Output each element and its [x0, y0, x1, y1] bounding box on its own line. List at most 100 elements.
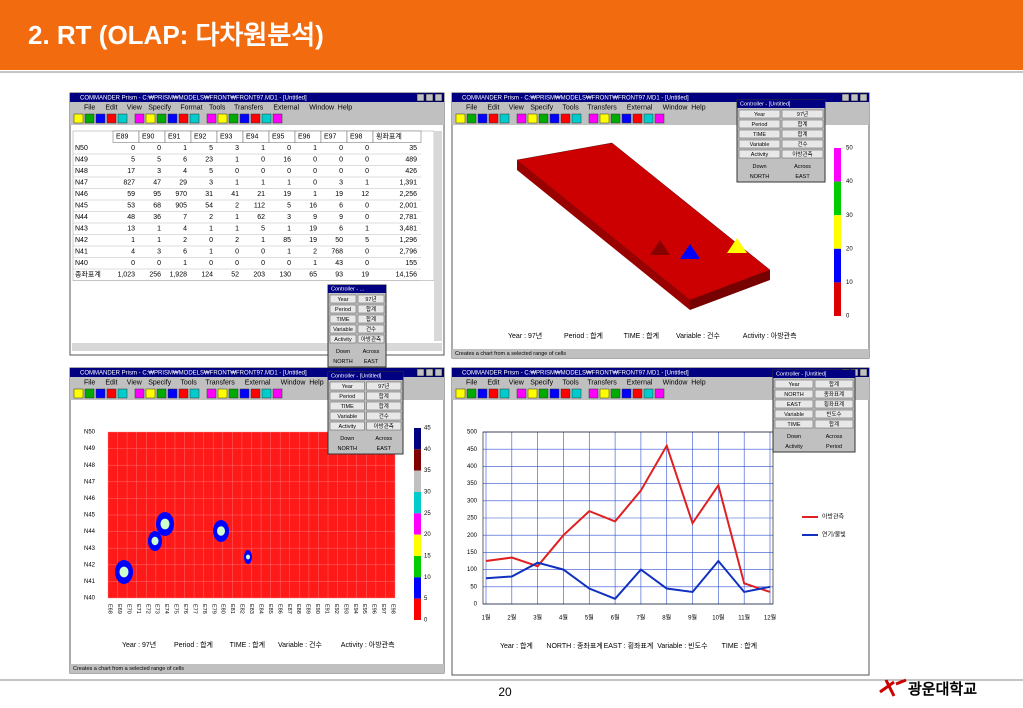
controller-label[interactable]: TIME	[753, 132, 766, 138]
tool-button[interactable]	[621, 113, 632, 124]
menu-item[interactable]: External	[627, 379, 653, 386]
tool-button[interactable]	[145, 113, 156, 124]
menu-item[interactable]: External	[245, 379, 271, 386]
controller-label[interactable]: 횡좌표계	[824, 400, 844, 408]
controller-label[interactable]: EAST	[795, 174, 810, 180]
controller-label[interactable]: NORTH	[333, 359, 352, 365]
tool-button[interactable]	[516, 388, 527, 399]
controller-button[interactable]	[329, 421, 365, 431]
tool-button[interactable]	[621, 388, 632, 399]
controller-button[interactable]	[774, 379, 814, 389]
tool-button[interactable]	[549, 113, 560, 124]
menu-item[interactable]: Specify	[148, 104, 171, 111]
menu-item[interactable]: Help	[691, 379, 706, 386]
controller-button[interactable]	[357, 334, 385, 344]
menu-item[interactable]: Tools	[562, 379, 579, 386]
tool-button[interactable]	[189, 113, 200, 124]
tool-button[interactable]	[261, 388, 272, 399]
controller-label[interactable]: Year	[754, 112, 765, 118]
tool-button[interactable]	[217, 388, 228, 399]
controller-label[interactable]: Across	[363, 349, 380, 355]
menu-item[interactable]: View	[509, 104, 525, 111]
menu-item[interactable]: Edit	[105, 379, 117, 386]
controller-button[interactable]	[781, 129, 824, 139]
tool-button[interactable]	[610, 388, 621, 399]
controller-label[interactable]: 합계	[797, 130, 807, 138]
tool-button[interactable]	[106, 388, 117, 399]
controller-label[interactable]: Activity	[751, 152, 769, 158]
controller-label[interactable]: Activity	[785, 444, 803, 450]
menu-item[interactable]: Format	[180, 104, 202, 111]
menu-item[interactable]: Window	[281, 379, 307, 386]
controller-label[interactable]: Across	[375, 436, 392, 442]
tool-button[interactable]	[588, 388, 599, 399]
menu-item[interactable]: Edit	[487, 104, 499, 111]
tool-button[interactable]	[643, 388, 654, 399]
tool-button[interactable]	[134, 113, 145, 124]
controller-label[interactable]: 97년	[378, 382, 389, 390]
menu-item[interactable]: Transfers	[205, 379, 235, 386]
tool-button[interactable]	[117, 388, 128, 399]
controller-label[interactable]: 합계	[379, 402, 389, 410]
controller-label[interactable]: 합계	[829, 420, 839, 428]
controller-button[interactable]	[357, 324, 385, 334]
window-button[interactable]	[416, 93, 425, 102]
tool-button[interactable]	[527, 388, 538, 399]
controller-label[interactable]: Down	[787, 434, 801, 440]
controller-button[interactable]	[781, 119, 824, 129]
controller-button[interactable]	[738, 109, 781, 119]
menu-item[interactable]: Specify	[530, 379, 553, 386]
controller-label[interactable]: TIME	[336, 317, 349, 323]
menu-item[interactable]: View	[127, 104, 143, 111]
menu-item[interactable]: Transfers	[587, 104, 617, 111]
menu-item[interactable]: Window	[309, 104, 335, 111]
menu-item[interactable]: View	[127, 379, 143, 386]
controller-label[interactable]: Variable	[333, 327, 353, 333]
menu-item[interactable]: Help	[338, 104, 353, 111]
menu-item[interactable]: File	[84, 379, 95, 386]
tool-button[interactable]	[156, 388, 167, 399]
tool-button[interactable]	[654, 113, 665, 124]
controller-label[interactable]: 합계	[366, 315, 376, 323]
controller-label[interactable]: 97년	[365, 295, 376, 303]
controller-label[interactable]: 건수	[797, 141, 807, 148]
menu-item[interactable]: Help	[309, 379, 324, 386]
controller-button[interactable]	[781, 109, 824, 119]
tool-button[interactable]	[599, 388, 610, 399]
menu-item[interactable]: Edit	[487, 379, 499, 386]
tool-button[interactable]	[499, 113, 510, 124]
window-button[interactable]	[425, 93, 434, 102]
tool-button[interactable]	[610, 113, 621, 124]
controller-button[interactable]	[329, 314, 357, 324]
tool-button[interactable]	[95, 113, 106, 124]
controller-label[interactable]: 건수	[379, 413, 389, 420]
window-button[interactable]	[859, 368, 868, 377]
controller-label[interactable]: TIME	[341, 404, 354, 410]
controller-label[interactable]: Variable	[337, 414, 357, 420]
tool-button[interactable]	[516, 113, 527, 124]
tool-button[interactable]	[632, 388, 643, 399]
tool-button[interactable]	[145, 388, 156, 399]
tool-button[interactable]	[84, 113, 95, 124]
tool-button[interactable]	[73, 113, 84, 124]
tool-button[interactable]	[560, 388, 571, 399]
menu-item[interactable]: File	[466, 379, 477, 386]
tool-button[interactable]	[272, 388, 283, 399]
controller-button[interactable]	[366, 421, 402, 431]
tool-button[interactable]	[106, 113, 117, 124]
menu-item[interactable]: Tools	[562, 104, 579, 111]
menu-item[interactable]: Help	[691, 104, 706, 111]
controller-button[interactable]	[366, 391, 402, 401]
tool-button[interactable]	[477, 388, 488, 399]
controller-button[interactable]	[366, 411, 402, 421]
controller-label[interactable]: Activity	[334, 337, 352, 343]
controller-label[interactable]: 합계	[829, 380, 839, 388]
tool-button[interactable]	[95, 388, 106, 399]
controller-label[interactable]: 합계	[797, 120, 807, 128]
tool-button[interactable]	[538, 113, 549, 124]
menu-item[interactable]: Window	[663, 379, 689, 386]
menu-item[interactable]: Edit	[105, 104, 117, 111]
window-button[interactable]	[859, 93, 868, 102]
window-button[interactable]	[850, 93, 859, 102]
tool-button[interactable]	[632, 113, 643, 124]
